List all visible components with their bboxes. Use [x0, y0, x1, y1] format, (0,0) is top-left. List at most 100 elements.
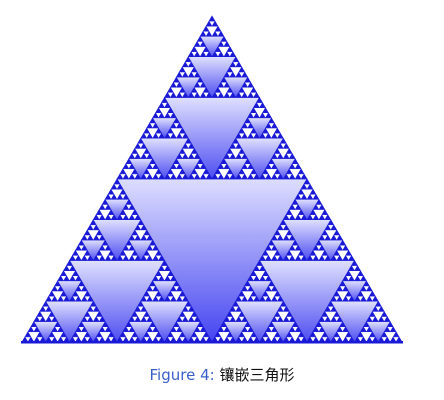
inverted-triangle — [167, 92, 174, 98]
inverted-triangle — [167, 336, 174, 343]
inverted-triangle — [238, 336, 246, 343]
inverted-triangle — [321, 234, 329, 241]
inverted-triangle — [321, 336, 329, 343]
inverted-triangle — [77, 285, 85, 292]
inverted-triangle — [101, 204, 109, 211]
inverted-triangle — [107, 336, 115, 343]
inverted-triangle — [178, 153, 186, 160]
inverted-triangle — [202, 31, 210, 37]
inverted-triangle — [72, 295, 79, 302]
inverted-triangle — [214, 31, 222, 37]
inverted-triangle — [149, 122, 157, 129]
inverted-triangle — [172, 285, 180, 292]
inverted-triangle — [220, 81, 228, 88]
figure-caption: Figure 4: 镶嵌三角形 — [0, 366, 444, 384]
inverted-triangle — [214, 92, 222, 98]
inverted-triangle — [149, 285, 157, 292]
inverted-triangle — [77, 244, 85, 251]
inverted-triangle — [143, 153, 151, 160]
inverted-triangle — [238, 173, 246, 180]
inverted-triangle — [83, 316, 91, 323]
inverted-triangle — [285, 316, 293, 323]
inverted-triangle — [244, 81, 252, 88]
inverted-triangle — [178, 336, 186, 343]
inverted-triangle — [250, 173, 257, 180]
inverted-triangle — [178, 132, 186, 139]
inverted-triangle — [291, 163, 299, 170]
figure-caption-label: Figure 4: — [149, 366, 215, 384]
inverted-triangle — [279, 224, 287, 231]
inverted-triangle — [374, 306, 382, 312]
sierpinski-triangle-diagram — [21, 15, 403, 344]
inverted-triangle — [285, 214, 293, 221]
inverted-triangle — [262, 132, 269, 139]
inverted-triangle — [291, 244, 299, 251]
inverted-triangle — [107, 214, 115, 221]
inverted-triangle — [273, 295, 281, 302]
inverted-triangle — [125, 163, 133, 170]
inverted-triangle — [95, 234, 103, 241]
inverted-triangle — [72, 275, 79, 282]
inverted-triangle — [208, 20, 216, 27]
inverted-triangle — [256, 102, 263, 109]
inverted-triangle — [357, 275, 364, 282]
inverted-triangle — [143, 316, 151, 323]
inverted-triangle — [309, 194, 317, 200]
inverted-triangle — [119, 336, 127, 343]
inverted-triangle — [297, 173, 305, 180]
inverted-triangle — [196, 81, 204, 88]
inverted-triangle — [60, 336, 67, 343]
inverted-triangle — [101, 244, 109, 251]
inverted-triangle — [155, 336, 162, 343]
inverted-triangle — [137, 224, 145, 231]
inverted-triangle — [321, 316, 329, 323]
inverted-triangle — [101, 326, 109, 333]
inverted-triangle — [279, 143, 287, 149]
inverted-triangle — [273, 132, 281, 139]
inverted-triangle — [315, 244, 323, 251]
inverted-triangle — [273, 316, 281, 323]
inverted-triangle — [291, 326, 299, 333]
inverted-triangle — [368, 316, 376, 323]
inverted-triangle — [226, 51, 234, 58]
inverted-triangle — [172, 81, 180, 88]
inverted-triangle — [137, 143, 145, 149]
inverted-triangle — [95, 336, 103, 343]
inverted-triangle — [66, 265, 73, 272]
inverted-triangle — [333, 255, 341, 261]
inverted-triangle — [267, 122, 275, 129]
inverted-triangle — [333, 316, 341, 323]
inverted-triangle — [178, 295, 186, 302]
inverted-triangle — [345, 275, 352, 282]
inverted-triangle — [149, 326, 157, 333]
inverted-triangle — [309, 255, 317, 261]
inverted-triangle — [232, 61, 240, 68]
inverted-triangle — [149, 163, 157, 170]
inverted-triangle — [226, 71, 234, 78]
baseline — [21, 341, 403, 344]
inverted-triangle — [190, 71, 198, 78]
inverted-triangle — [238, 132, 246, 139]
inverted-triangle — [143, 255, 151, 261]
inverted-triangle — [262, 295, 269, 302]
inverted-triangle — [297, 336, 305, 343]
inverted-triangle — [267, 244, 275, 251]
inverted-triangle — [262, 112, 269, 119]
inverted-triangle — [297, 214, 305, 221]
inverted-triangle — [202, 51, 210, 58]
inverted-triangle — [250, 92, 257, 98]
inverted-triangle — [339, 285, 347, 292]
inverted-triangle — [267, 285, 275, 292]
inverted-triangle — [161, 265, 168, 272]
inverted-triangle — [267, 163, 275, 170]
inverted-triangle — [155, 275, 162, 282]
inverted-triangle — [250, 336, 257, 343]
inverted-triangle — [149, 244, 157, 251]
inverted-triangle — [178, 316, 186, 323]
inverted-triangle — [368, 295, 376, 302]
inverted-triangle — [262, 173, 269, 180]
inverted-triangle — [54, 285, 62, 292]
inverted-triangle — [297, 194, 305, 200]
inverted-triangle — [178, 173, 186, 180]
